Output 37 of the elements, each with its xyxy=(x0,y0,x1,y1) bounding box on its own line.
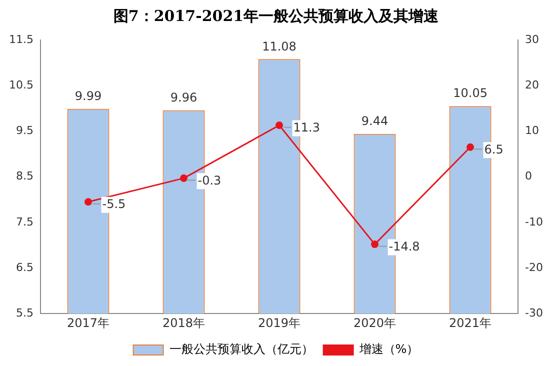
x-tick-label: 2019年 xyxy=(258,316,301,330)
x-tick-label: 2021年 xyxy=(449,316,492,330)
y-tick-label: 11.5 xyxy=(8,32,34,46)
y-tick-label: 9.5 xyxy=(16,124,34,138)
data-label: 9.99 xyxy=(74,88,102,103)
y2-tick-label: 10 xyxy=(525,124,540,138)
data-label: 6.5 xyxy=(484,142,504,156)
point xyxy=(276,122,284,130)
chart-title: 图7：2017-2021年一般公共预算收入及其增速 xyxy=(113,6,440,25)
x-tick-label: 2017年 xyxy=(66,316,110,330)
data-label: 9.44 xyxy=(361,114,388,128)
y-tick-label: 8.5 xyxy=(16,170,34,183)
point xyxy=(466,143,474,151)
legend-label: 一般公共预算收入（亿元） xyxy=(169,342,314,356)
x-tick-label: 2018年 xyxy=(162,316,206,330)
y2-tick-label: -10 xyxy=(525,215,543,228)
data-label: 9.96 xyxy=(170,90,198,104)
legend-label: 增速（%） xyxy=(358,342,419,356)
y-tick-label: 6.5 xyxy=(16,260,34,274)
point xyxy=(84,198,92,206)
y2-tick-label: 20 xyxy=(525,78,540,92)
data-label: 11.08 xyxy=(262,39,296,54)
data-label: 10.05 xyxy=(453,86,488,100)
y2-tick-label: -20 xyxy=(525,260,543,274)
x-tick-label: 2020年 xyxy=(354,316,396,330)
point xyxy=(180,174,188,182)
data-label: -0.3 xyxy=(198,173,222,188)
data-label: 11.3 xyxy=(293,120,320,134)
y2-tick-label: -30 xyxy=(525,306,543,320)
y2-tick-label: 30 xyxy=(525,32,540,46)
y-tick-label: 7.5 xyxy=(16,215,34,228)
y2-tick-label: 0 xyxy=(525,170,532,183)
data-label: -5.5 xyxy=(102,197,126,212)
y-tick-label: 10.5 xyxy=(8,78,34,92)
y-tick-label: 5.5 xyxy=(16,306,34,320)
data-label: -14.8 xyxy=(388,239,420,254)
point xyxy=(371,240,379,248)
